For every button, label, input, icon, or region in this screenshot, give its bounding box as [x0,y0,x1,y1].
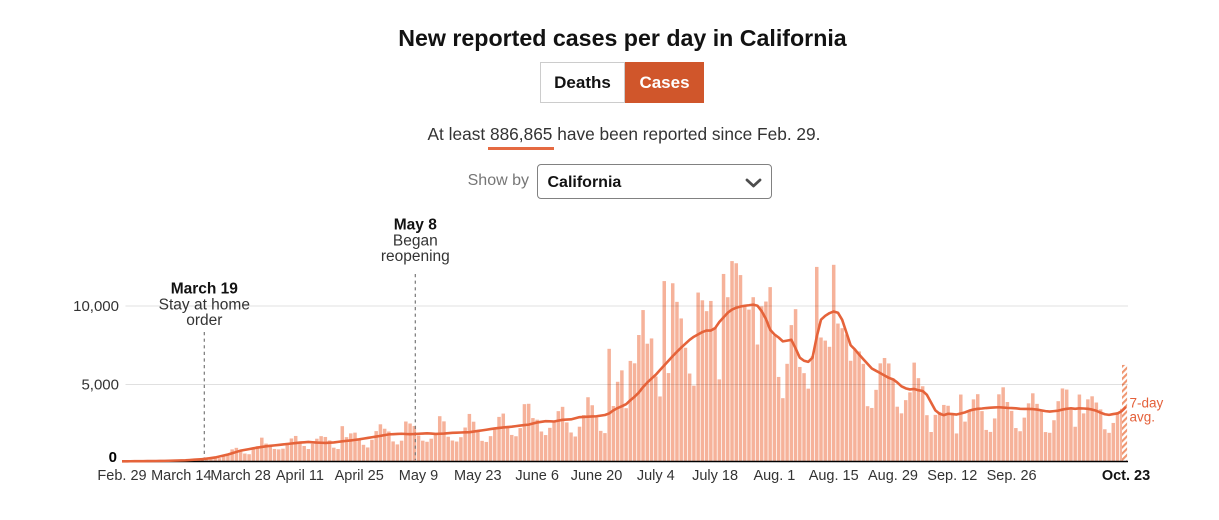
svg-text:Aug. 1: Aug. 1 [753,468,795,484]
svg-text:July 18: July 18 [692,468,738,484]
svg-text:Oct. 23: Oct. 23 [1102,468,1150,484]
svg-text:Sep. 26: Sep. 26 [987,468,1037,484]
svg-text:Sep. 12: Sep. 12 [927,468,977,484]
svg-text:avg.: avg. [1130,410,1156,425]
svg-text:March 28: March 28 [210,468,270,484]
svg-text:Aug. 15: Aug. 15 [809,468,859,484]
svg-text:order: order [186,312,222,329]
svg-text:March 19: March 19 [171,281,239,298]
svg-text:10,000: 10,000 [73,298,119,315]
svg-text:0: 0 [109,449,117,466]
svg-text:7-day: 7-day [1130,396,1164,411]
svg-text:reopening: reopening [381,248,450,265]
svg-text:Feb. 29: Feb. 29 [97,468,146,484]
svg-text:May 9: May 9 [399,468,439,484]
svg-text:April 11: April 11 [276,468,324,484]
svg-text:May 8: May 8 [394,217,437,234]
svg-text:June 20: June 20 [571,468,623,484]
svg-text:Began: Began [393,233,438,250]
svg-text:April 25: April 25 [335,468,384,484]
svg-text:5,000: 5,000 [81,377,119,394]
svg-text:March 14: March 14 [151,468,211,484]
svg-text:Stay at home: Stay at home [159,297,250,314]
svg-text:Aug. 29: Aug. 29 [868,468,918,484]
svg-text:July 4: July 4 [637,468,675,484]
svg-text:June 6: June 6 [515,468,559,484]
svg-text:May 23: May 23 [454,468,502,484]
